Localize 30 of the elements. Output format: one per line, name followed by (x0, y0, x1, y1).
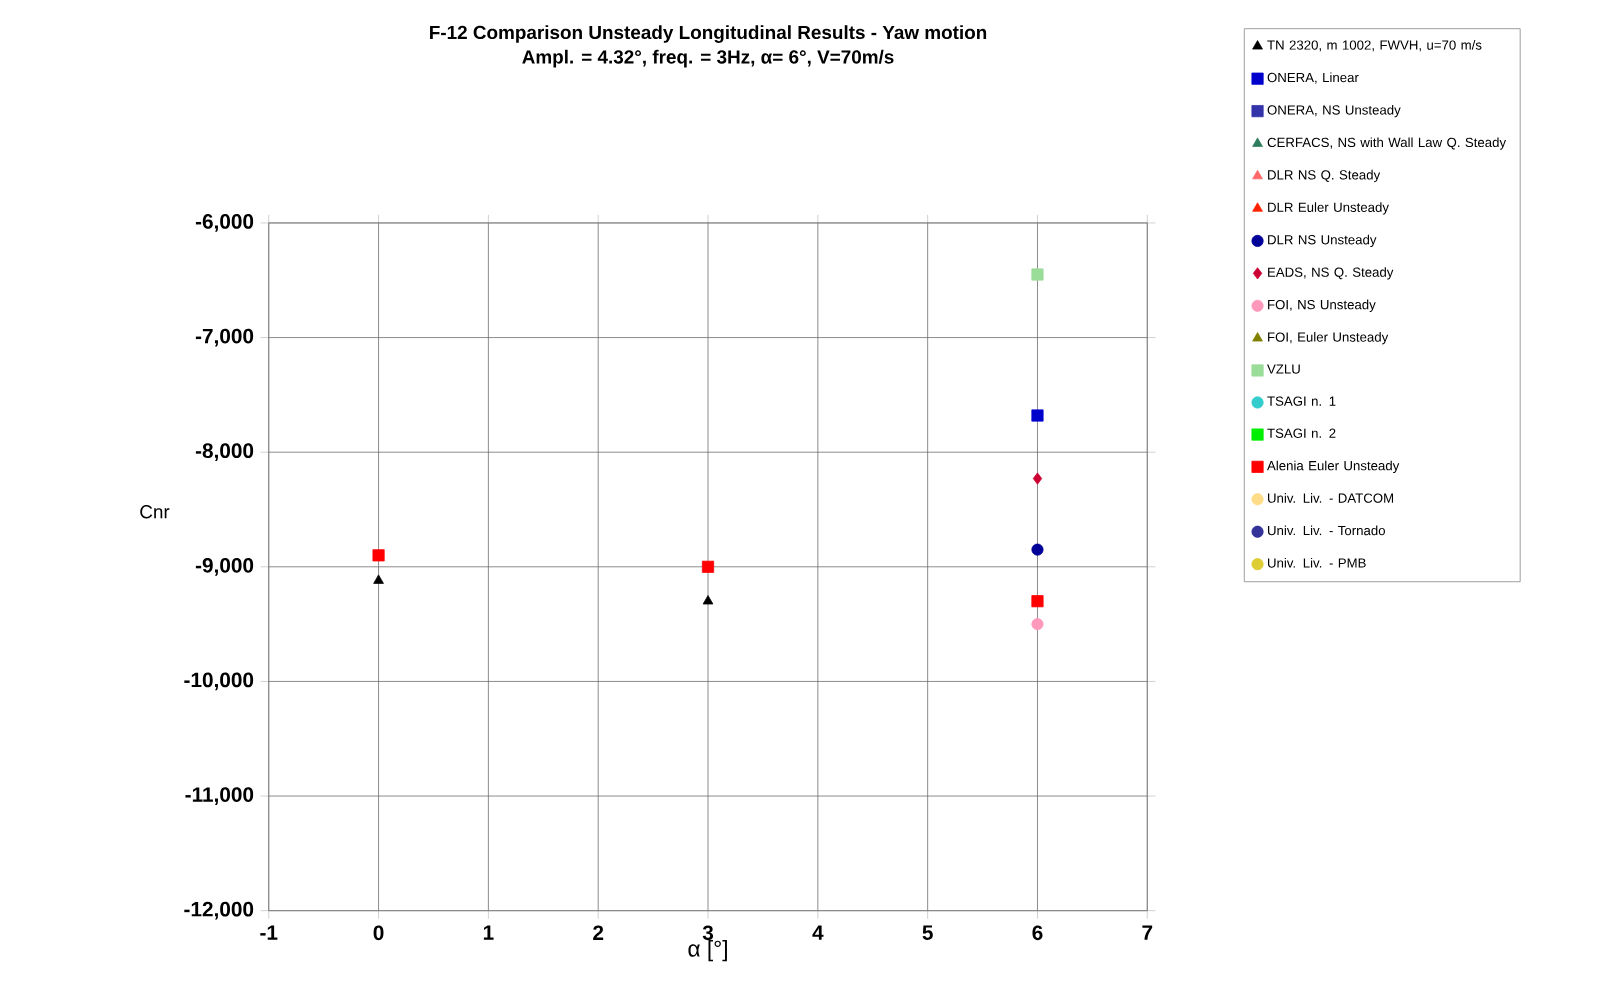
y-tick-label: -6,000 (195, 214, 254, 232)
point (372, 549, 385, 562)
point (1031, 543, 1044, 556)
x-tick-label: 6 (1032, 925, 1043, 941)
x-tick-label: 4 (812, 925, 824, 940)
y-tick-label: -7,000 (195, 328, 254, 347)
x-tick-label: -1 (260, 925, 278, 940)
y-tick-label: -9,000 (195, 557, 254, 576)
x-tick-label: 3 (702, 925, 714, 941)
point (1031, 409, 1044, 422)
x-axis-title: α [°] (688, 940, 727, 962)
x-tick-label: 1 (483, 925, 494, 940)
y-tick-label: -12,000 (184, 901, 254, 920)
point (1031, 618, 1044, 631)
x-tick-label: 2 (593, 925, 604, 940)
point (701, 560, 715, 573)
x-tick-label: 7 (1142, 925, 1153, 940)
point (373, 574, 384, 584)
y-tick-label: -8,000 (195, 443, 254, 462)
y-tick-label: -10,000 (184, 672, 254, 691)
x-tick-label: 5 (922, 925, 933, 940)
chart-subtitle: Ampl. = 4.32°, freq. = 3Hz, α= 6°, V=70m/s (522, 49, 894, 68)
point (702, 595, 714, 605)
point (1031, 595, 1044, 608)
point (1031, 268, 1044, 281)
point (1032, 472, 1043, 485)
y-axis-title: Cnr (140, 505, 170, 519)
x-tick-label: 0 (373, 925, 384, 941)
y-tick-label: -11,000 (185, 787, 254, 805)
chart-title: F-12 Comparison Unsteady Longitudinal Results - Yaw motion (430, 25, 987, 43)
